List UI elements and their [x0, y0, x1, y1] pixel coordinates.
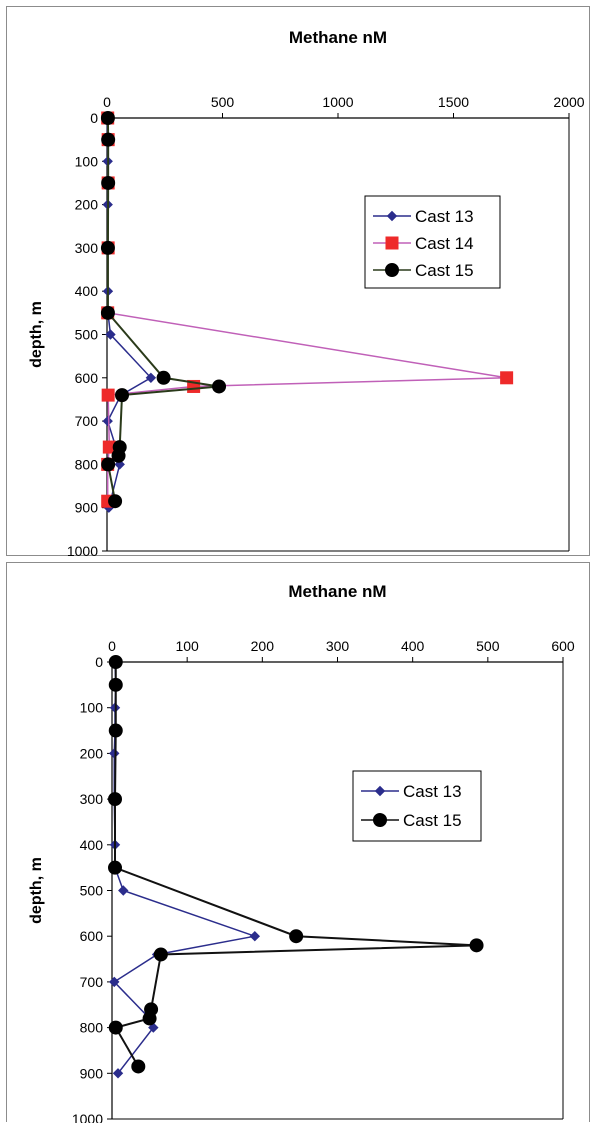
data-point [500, 371, 514, 385]
data-point [108, 655, 123, 669]
y-tick-label: 700 [75, 413, 99, 429]
data-point [148, 1022, 159, 1033]
data-point [153, 947, 168, 962]
chart-svg-top: Methane nM 0 500 1000 1500 2000 0 100 200 300 400 5… [28, 28, 585, 557]
data-point [108, 494, 123, 509]
legend-label: Cast 15 [415, 261, 474, 280]
data-point [249, 930, 261, 942]
legend-marker [386, 210, 398, 222]
chart-title-bottom: Methane nM [288, 582, 386, 601]
x-tick-label: 400 [401, 638, 425, 654]
y-tick-label: 100 [75, 153, 99, 169]
x-tick-label: 100 [175, 638, 199, 654]
data-point [115, 388, 130, 403]
legend-label: Cast 15 [403, 811, 462, 830]
y-tick-label: 0 [95, 654, 103, 670]
x-tick-label: 200 [251, 638, 275, 654]
legend-bottom: Cast 13 Cast 15 [352, 770, 482, 842]
series-cast-15 [108, 655, 484, 1074]
y-tick-label: 300 [75, 240, 99, 256]
data-point [109, 976, 120, 988]
y-tick-label: 500 [80, 883, 104, 899]
legend-marker [385, 236, 399, 250]
x-tick-label: 2000 [553, 94, 584, 110]
data-point [212, 379, 227, 394]
legend-label: Cast 13 [403, 782, 462, 801]
data-point [156, 370, 171, 385]
chart-panel-top: Methane nM 0 500 1000 1500 2000 0 100 200 300 400 5… [6, 6, 590, 557]
data-point [289, 929, 304, 944]
x-tick-label: 1500 [438, 94, 469, 110]
legend-marker [385, 263, 399, 277]
data-point [102, 415, 113, 427]
data-point [101, 132, 116, 147]
y-tick-label: 200 [80, 745, 104, 761]
legend-top: Cast 13 Cast 14 Cast 15 [364, 195, 501, 289]
y-tick-label: 700 [80, 974, 104, 990]
data-point [101, 388, 115, 402]
series-cast-14 [101, 111, 514, 508]
y-tick-label: 400 [75, 283, 99, 299]
series-line [113, 661, 258, 1074]
data-point [108, 792, 123, 807]
y-tick-label: 900 [75, 500, 99, 516]
x-tick-label: 0 [103, 94, 111, 110]
legend-label: Cast 13 [415, 207, 474, 226]
y-tick-label: 500 [75, 327, 99, 343]
legend-marker [374, 785, 386, 797]
y-tick-label: 600 [75, 370, 99, 386]
y-axis-label-bottom: depth, m [28, 857, 45, 924]
y-tick-label: 200 [75, 197, 99, 213]
y-tick-label: 1000 [67, 543, 98, 557]
series-cast-15 [100, 111, 227, 509]
y-axis-label-top: depth, m [28, 301, 45, 368]
data-point [109, 748, 120, 759]
data-point [108, 677, 123, 692]
data-point [469, 938, 484, 953]
y-tick-label: 600 [80, 928, 104, 944]
data-point [100, 111, 115, 125]
y-tick-label: 800 [75, 456, 99, 472]
data-point [145, 372, 157, 384]
data-point [101, 175, 116, 190]
y-tick-label: 400 [80, 837, 104, 853]
series-cast-13 [109, 656, 261, 1079]
data-point [108, 1020, 123, 1035]
data-point [131, 1059, 146, 1074]
data-point [108, 860, 123, 875]
data-point [108, 723, 123, 738]
y-tick-label: 0 [90, 110, 98, 126]
series-line [106, 117, 507, 502]
data-point [105, 329, 116, 340]
legend-marker [373, 813, 387, 827]
x-tick-label: 600 [551, 638, 575, 654]
y-tick-label: 1000 [72, 1111, 103, 1123]
chart-svg-bottom: Methane nM 0 100 200 300 400 500 600 0 100 200 300 4… [28, 582, 575, 1123]
x-tick-label: 1000 [322, 94, 353, 110]
data-point [111, 448, 126, 463]
data-point [101, 457, 116, 472]
y-tick-label: 300 [80, 791, 104, 807]
y-tick-label: 100 [80, 700, 104, 716]
x-tick-label: 500 [211, 94, 235, 110]
x-tick-label: 300 [326, 638, 350, 654]
y-tick-label: 900 [80, 1065, 104, 1081]
data-point [142, 1011, 157, 1026]
data-point [100, 305, 115, 320]
data-point [118, 885, 129, 896]
y-tick-label: 800 [80, 1020, 104, 1036]
data-point [112, 1068, 124, 1079]
x-tick-label: 500 [476, 638, 500, 654]
chart-panel-bottom: Methane nM 0 100 200 300 400 500 600 0 100 200 300 4… [6, 562, 590, 1123]
data-point [100, 240, 115, 255]
legend-box [352, 770, 482, 842]
series-line [114, 662, 477, 1067]
x-tick-label: 0 [108, 638, 116, 654]
chart-title-top: Methane nM [289, 28, 387, 47]
legend-label: Cast 14 [415, 234, 474, 253]
